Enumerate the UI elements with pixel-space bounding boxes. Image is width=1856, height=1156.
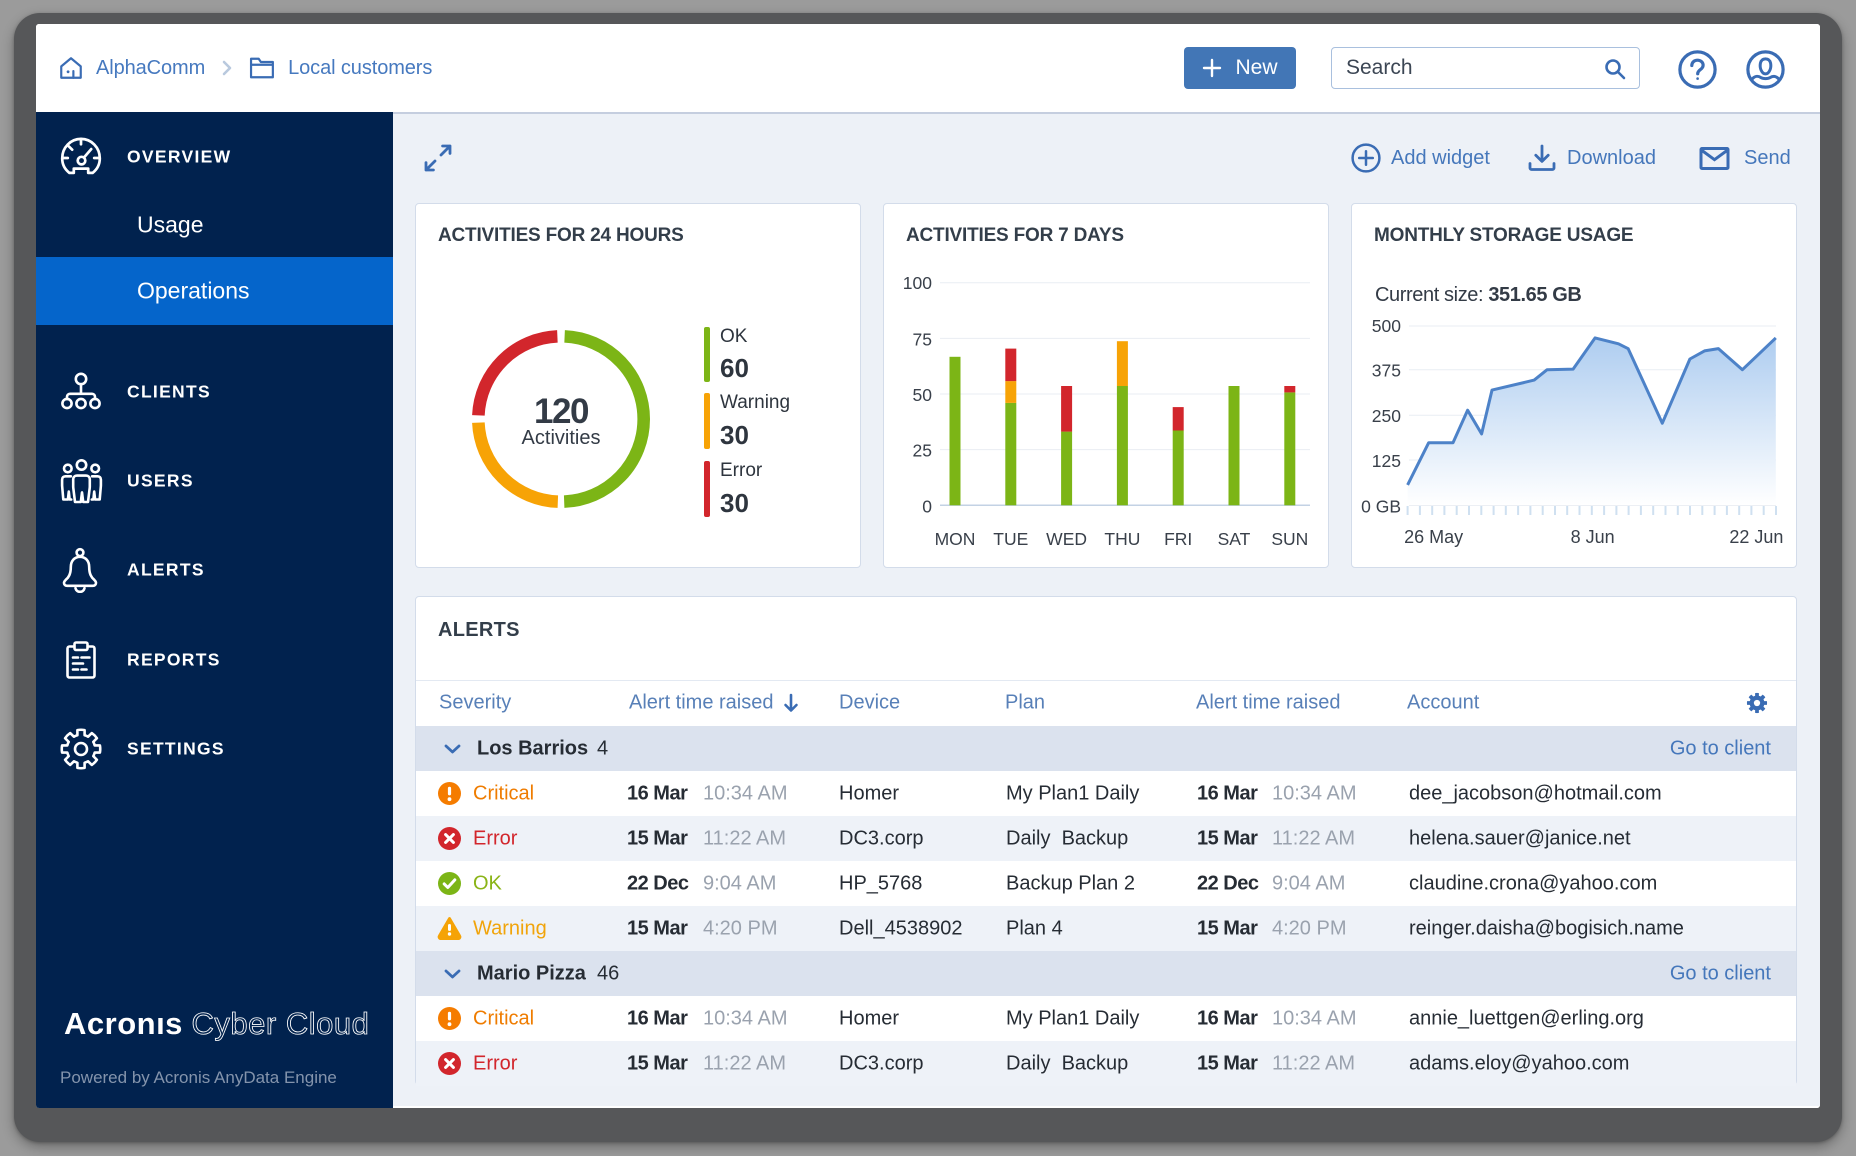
svg-text:MON: MON [935, 529, 976, 549]
svg-text:250: 250 [1372, 406, 1401, 426]
svg-text:THU: THU [1104, 529, 1140, 549]
svg-text:26 May: 26 May [1404, 527, 1463, 547]
svg-text:50: 50 [913, 385, 933, 405]
svg-text:8 Jun: 8 Jun [1571, 527, 1615, 547]
svg-text:SUN: SUN [1271, 529, 1308, 549]
svg-text:TUE: TUE [993, 529, 1028, 549]
svg-text:0: 0 [922, 497, 932, 517]
svg-text:SAT: SAT [1218, 529, 1251, 549]
svg-text:75: 75 [913, 330, 932, 350]
svg-text:22 Jun: 22 Jun [1729, 527, 1783, 547]
svg-text:WED: WED [1046, 529, 1087, 549]
svg-text:375: 375 [1372, 361, 1401, 381]
svg-text:125: 125 [1372, 451, 1401, 471]
svg-text:0 GB: 0 GB [1361, 496, 1401, 516]
svg-text:500: 500 [1372, 316, 1401, 336]
svg-text:FRI: FRI [1164, 529, 1192, 549]
svg-text:25: 25 [913, 441, 932, 461]
svg-text:100: 100 [903, 273, 932, 293]
